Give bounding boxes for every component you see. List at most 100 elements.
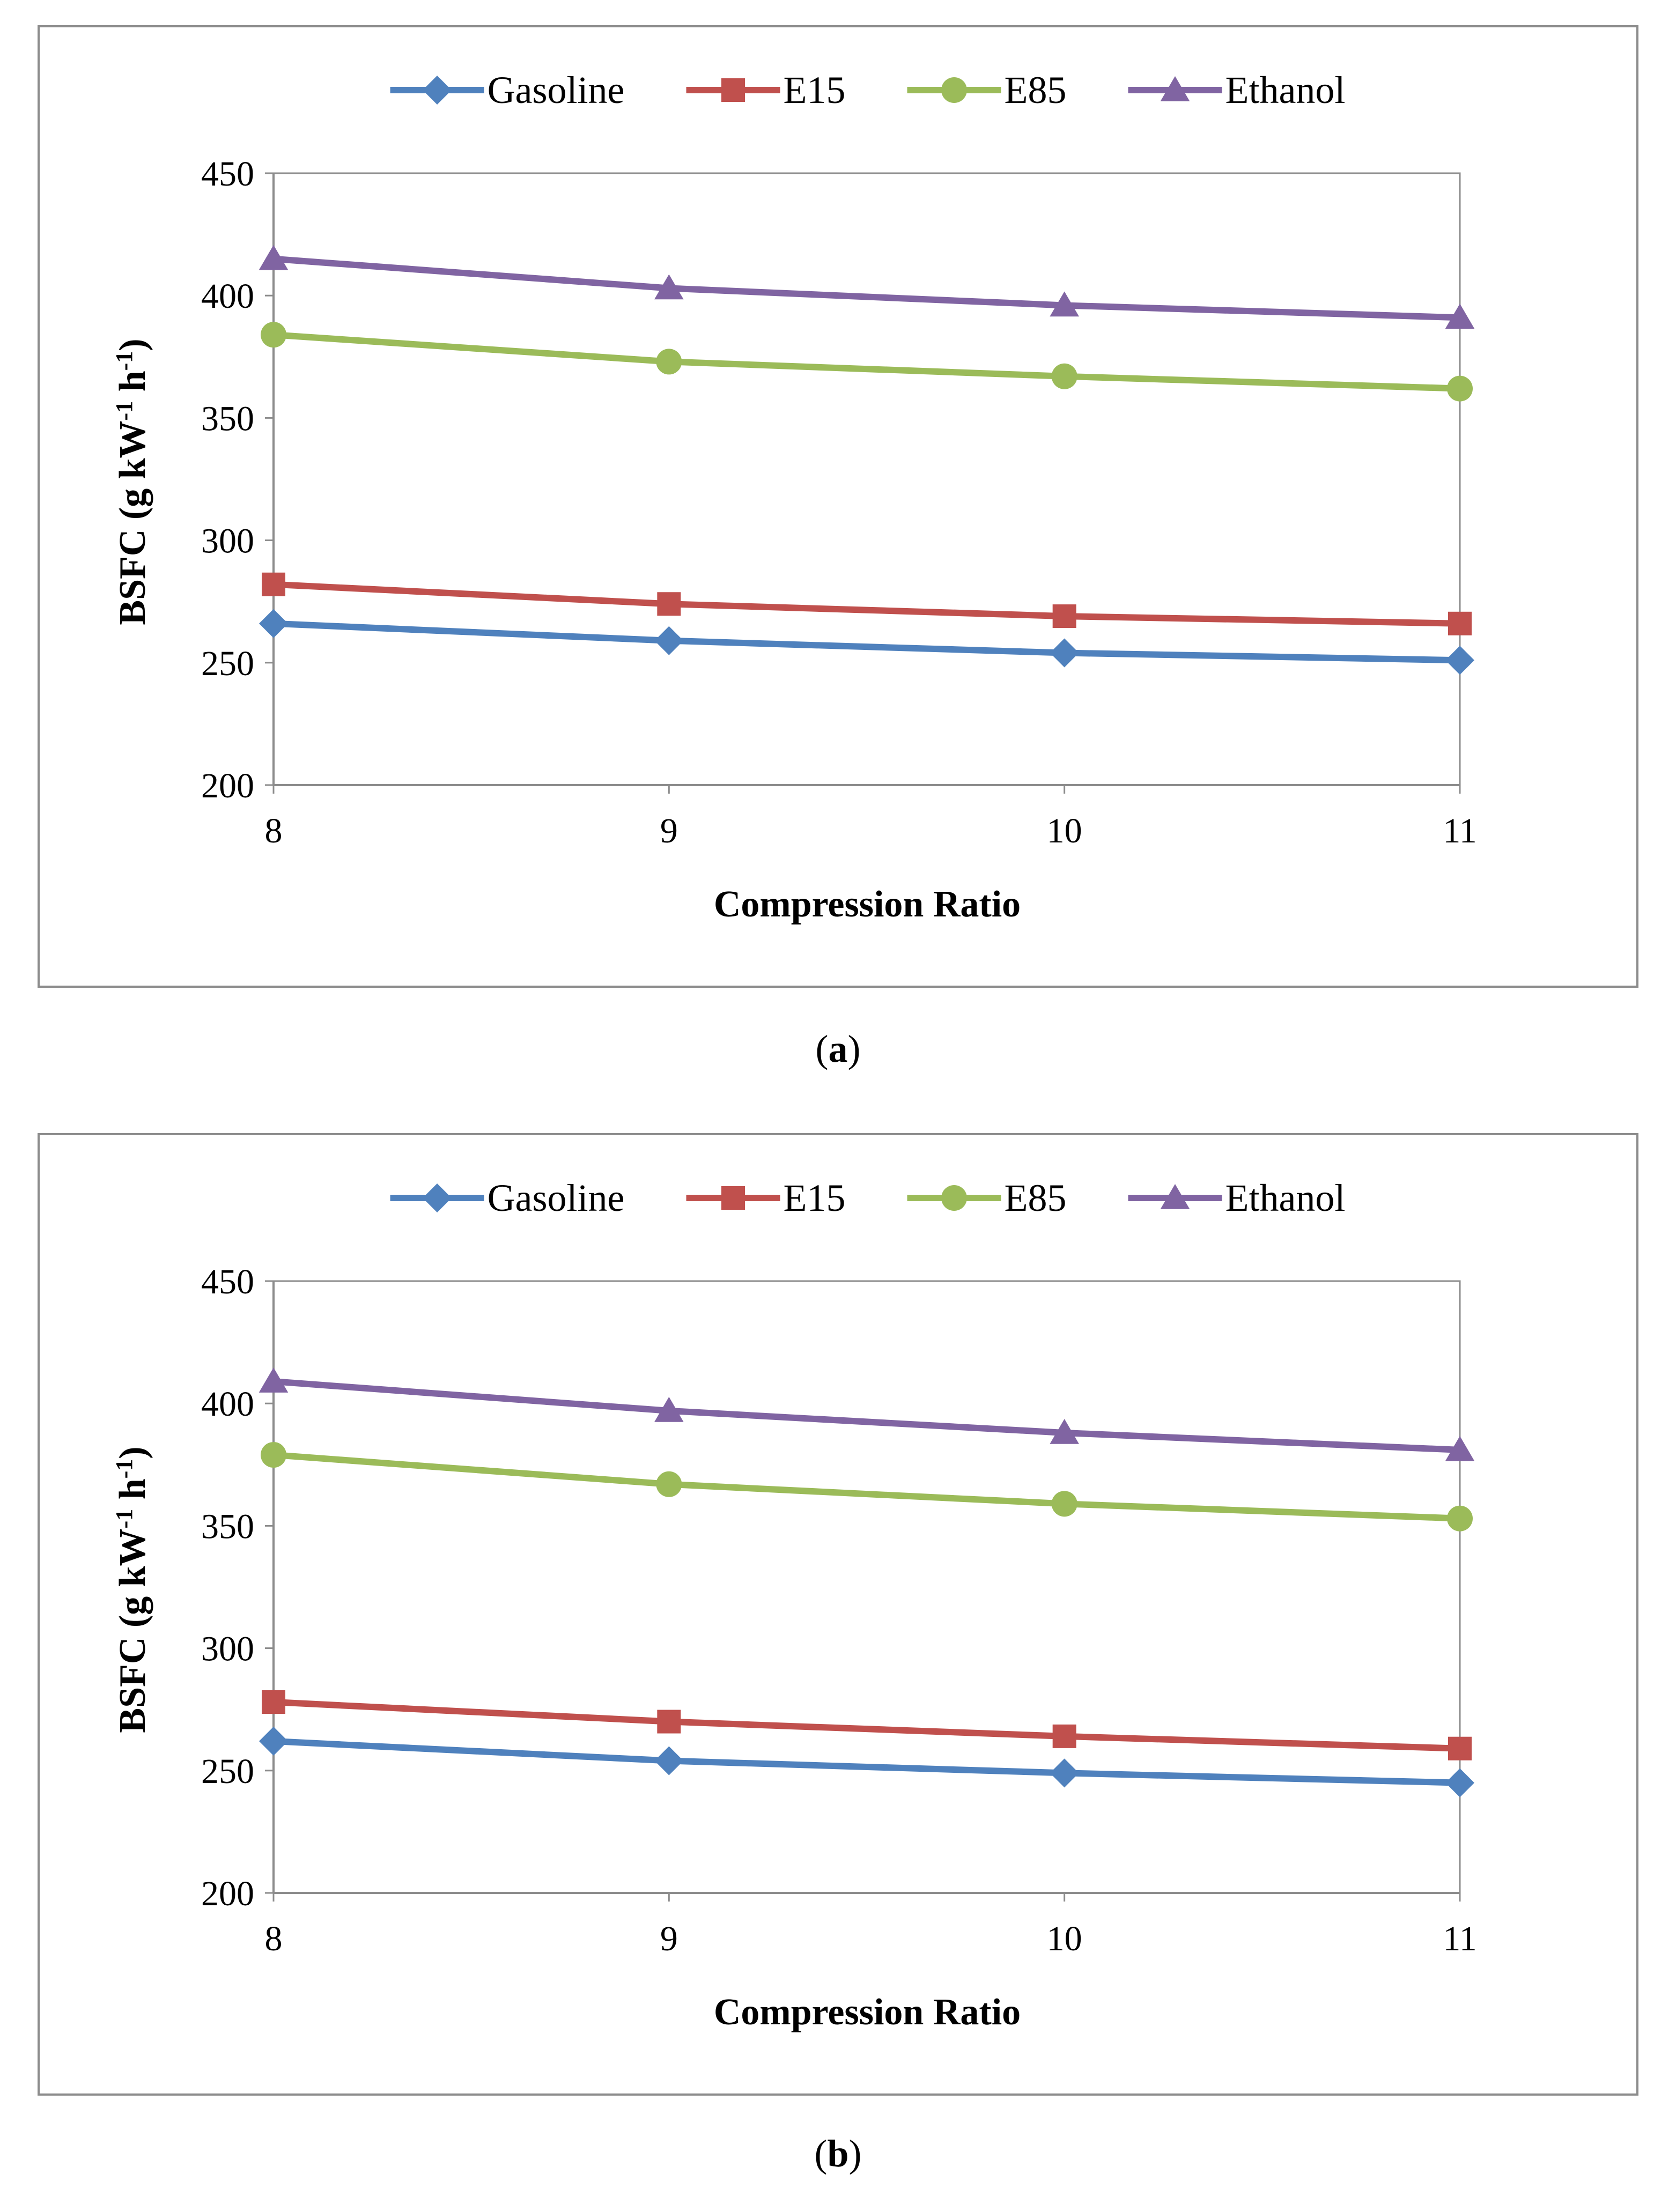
- chart-b-point-gasoline-11: [1445, 1768, 1474, 1797]
- caption-b: (b): [0, 2132, 1676, 2176]
- chart-a-point-e15-10: [1052, 604, 1076, 628]
- chart-b-point-e85-9: [656, 1471, 682, 1497]
- chart-b-point-e15-9: [657, 1710, 681, 1734]
- caption-a-label: a: [828, 1027, 848, 1070]
- chart-b-line-gasoline: [270, 1738, 1463, 1786]
- chart-a-y-title-mid: h: [112, 371, 153, 401]
- chart-b-y-tick-label-2: 300: [201, 1630, 254, 1669]
- chart-b-legend-label-e15: E15: [784, 1177, 846, 1219]
- chart-b-legend-marker-ethanol: [1160, 1184, 1190, 1209]
- chart-a-y-tick-label-5: 450: [201, 154, 254, 194]
- chart-b-y-axis-title: BSFC (g kW-1 h-1): [111, 1446, 154, 1733]
- chart-a-point-gasoline-10: [1050, 638, 1079, 668]
- chart-b-svg: 200 250 300 350 400 450 8 9 10 11 Compression Rati…: [111, 1177, 1477, 2033]
- chart-a-x-tick-label-2: 10: [1047, 811, 1082, 850]
- chart-b-y-title-post: ): [112, 1446, 153, 1459]
- chart-a-series-ethanol: [259, 245, 1475, 329]
- chart-a-legend-marker-e15: [721, 78, 745, 102]
- chart-b-y-tick-label-5: 450: [201, 1262, 254, 1301]
- chart-a-line-e15: [270, 581, 1463, 627]
- chart-a-point-ethanol-8: [259, 245, 289, 270]
- chart-b-x-tick-label-0: 8: [265, 1919, 283, 1958]
- chart-a-line-ethanol: [270, 255, 1463, 321]
- chart-a-line-e85: [270, 331, 1463, 392]
- chart-b-point-gasoline-9: [654, 1746, 684, 1775]
- chart-b-legend-marker-e85: [941, 1185, 967, 1211]
- chart-a-plot-area: [272, 172, 1461, 786]
- chart-b-y-title-pre: BSFC (g kW: [112, 1528, 153, 1733]
- chart-b-point-ethanol-9: [654, 1396, 684, 1422]
- chart-a-y-tick-label-0: 200: [201, 766, 254, 805]
- chart-a-x-axis-title: Compression Ratio: [714, 884, 1021, 925]
- chart-a-point-ethanol-10: [1050, 291, 1079, 317]
- chart-b-point-e85-10: [1051, 1491, 1077, 1517]
- chart-b-series-e85: [261, 1442, 1473, 1532]
- chart-a-legend-label-ethanol: Ethanol: [1225, 69, 1345, 112]
- chart-b-x-tick-label-1: 9: [660, 1919, 678, 1958]
- caption-b-close: ): [848, 2132, 862, 2175]
- chart-a-legend-label-gasoline: Gasoline: [488, 69, 625, 112]
- chart-a-legend-label-e15: E15: [784, 69, 846, 112]
- chart-a-point-ethanol-11: [1445, 304, 1475, 329]
- chart-b-series-ethanol: [259, 1367, 1475, 1461]
- chart-a-x-tick-label-0: 8: [265, 811, 283, 850]
- caption-a-open: (: [815, 1027, 829, 1070]
- chart-a-y-tick-label-3: 350: [201, 399, 254, 438]
- chart-b-x-tick-label-2: 10: [1047, 1919, 1082, 1958]
- chart-b-y-tick-label-1: 250: [201, 1752, 254, 1791]
- chart-a-series-gasoline: [259, 609, 1474, 675]
- chart-b-y-tick-label-4: 400: [201, 1385, 254, 1424]
- chart-a-point-gasoline-11: [1445, 646, 1474, 675]
- chart-b-point-e15-10: [1052, 1724, 1076, 1748]
- chart-b-point-gasoline-8: [259, 1727, 288, 1756]
- chart-a-y-title-pre: BSFC (g kW: [112, 420, 153, 625]
- chart-a-legend-label-e85: E85: [1004, 69, 1066, 112]
- chart-b-series-e15: [262, 1690, 1472, 1760]
- chart-b-legend: Gasoline E15 E85 Ethanol: [390, 1177, 1345, 1219]
- chart-b-point-e15-11: [1448, 1736, 1472, 1760]
- chart-b-series-gasoline: [259, 1727, 1474, 1797]
- chart-b-point-gasoline-10: [1050, 1758, 1079, 1788]
- chart-a-line-gasoline: [270, 620, 1463, 664]
- chart-panel-a: 200 250 300 350 400 450 8 9 10 11 Compression Rati…: [38, 25, 1638, 988]
- chart-panel-b: 200 250 300 350 400 450 8 9 10 11 Compression Rati…: [38, 1133, 1638, 2096]
- chart-a-x-tick-label-1: 9: [660, 811, 678, 850]
- chart-b-legend-marker-e15: [721, 1186, 745, 1210]
- chart-b-point-ethanol-10: [1050, 1418, 1079, 1444]
- chart-a-y-tick-label-2: 300: [201, 522, 254, 561]
- chart-a-y-title-sup2: -1: [111, 351, 137, 371]
- chart-b-point-ethanol-8: [259, 1367, 289, 1393]
- chart-a-point-e15-8: [262, 572, 285, 596]
- chart-b-line-e85: [270, 1452, 1463, 1522]
- chart-a-series-e15: [262, 572, 1472, 635]
- chart-a-point-e85-10: [1051, 363, 1077, 389]
- chart-b-point-ethanol-11: [1445, 1436, 1475, 1461]
- chart-a-y-axis-title: BSFC (g kW-1 h-1): [111, 338, 154, 625]
- chart-a-point-e15-11: [1448, 611, 1472, 635]
- chart-a-y-tick-label-1: 250: [201, 644, 254, 683]
- chart-b-legend-marker-gasoline: [423, 1183, 452, 1212]
- chart-a-y-title-post: ): [112, 338, 153, 351]
- chart-a-series-e85: [261, 322, 1473, 402]
- chart-b-x-tick-label-3: 11: [1443, 1919, 1477, 1958]
- chart-b-x-axis-title: Compression Ratio: [714, 1992, 1021, 2033]
- chart-b-point-e85-11: [1447, 1505, 1473, 1532]
- chart-b-line-ethanol: [270, 1378, 1463, 1453]
- chart-a-y-tick-label-4: 400: [201, 277, 254, 316]
- chart-a-svg: 200 250 300 350 400 450 8 9 10 11 Compression Rati…: [111, 69, 1477, 925]
- chart-b-point-e85-8: [261, 1442, 286, 1468]
- chart-a-legend-marker-e85: [941, 77, 967, 103]
- chart-a-x-tick-label-3: 11: [1443, 811, 1477, 850]
- chart-b-line-e15: [270, 1699, 1463, 1752]
- caption-b-label: b: [827, 2132, 849, 2175]
- chart-a-point-gasoline-9: [654, 626, 684, 655]
- chart-b-y-title-sup1: -1: [111, 1509, 137, 1529]
- chart-a-point-e85-8: [261, 322, 286, 348]
- chart-a-legend-marker-gasoline: [423, 76, 452, 105]
- chart-a-point-e85-9: [656, 349, 682, 375]
- chart-b-legend-label-e85: E85: [1004, 1177, 1066, 1219]
- chart-b-legend-label-ethanol: Ethanol: [1225, 1177, 1345, 1219]
- caption-b-open: (: [814, 2132, 828, 2175]
- chart-a-point-ethanol-9: [654, 274, 684, 300]
- chart-b-y-tick-label-0: 200: [201, 1874, 254, 1913]
